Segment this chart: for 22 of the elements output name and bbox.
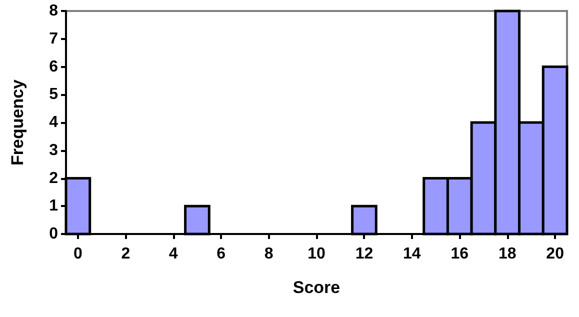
y-tick-label: 6 bbox=[49, 58, 58, 76]
x-tick-label: 10 bbox=[308, 246, 326, 262]
y-tick-label: 1 bbox=[49, 198, 58, 215]
y-tick-label: 8 bbox=[49, 2, 58, 20]
x-tick-label: 8 bbox=[264, 246, 274, 262]
x-tick-label: 0 bbox=[73, 246, 82, 262]
y-tick-label: 7 bbox=[49, 30, 58, 48]
x-axis-title: Score bbox=[292, 278, 340, 297]
x-tick-label: 12 bbox=[355, 246, 374, 262]
x-tick-label: 18 bbox=[498, 246, 516, 262]
y-tick-label: 0 bbox=[49, 226, 58, 242]
x-tick-label: 4 bbox=[168, 246, 178, 262]
y-tick-label: 3 bbox=[49, 142, 58, 159]
x-tick-label: 2 bbox=[121, 246, 130, 262]
x-tick-label: 20 bbox=[546, 246, 564, 262]
x-tick-label: 6 bbox=[216, 246, 226, 262]
x-tick-label: 16 bbox=[450, 246, 469, 262]
y-tick-label: 5 bbox=[49, 86, 58, 104]
x-tick-label: 14 bbox=[403, 246, 421, 262]
y-tick-label: 2 bbox=[49, 170, 58, 187]
y-axis-title: Frequency bbox=[8, 78, 27, 166]
y-tick-label: 4 bbox=[49, 114, 58, 131]
